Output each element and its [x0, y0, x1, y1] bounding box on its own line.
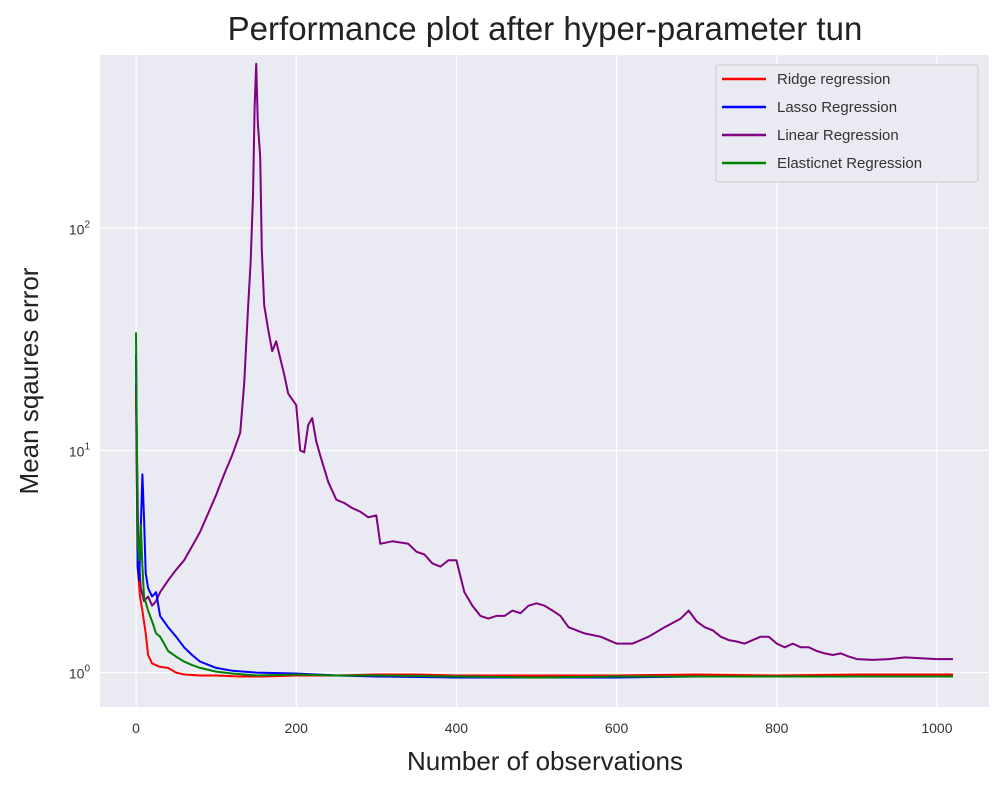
y-axis-label: Mean sqaures error	[14, 267, 44, 494]
x-tick-label: 800	[765, 720, 789, 736]
grid-lines	[100, 55, 989, 707]
legend: Ridge regression Lasso Regression Linear R…	[715, 64, 979, 183]
series-line-linear-regression	[135, 62, 953, 661]
y-tick-label: 102	[69, 219, 91, 237]
x-tick-label: 400	[445, 720, 469, 736]
y-tick-label: 101	[69, 441, 91, 459]
x-tick-label: 200	[285, 720, 309, 736]
series-line-ridge-regression	[135, 393, 953, 678]
x-tick-label: 600	[605, 720, 629, 736]
series-lines	[135, 62, 953, 679]
x-tick-label: 1000	[921, 720, 952, 736]
series-line-elasticnet-regression	[135, 332, 953, 679]
legend-label: Ridge regression	[777, 71, 890, 88]
x-axis-label: Number of observations	[407, 746, 683, 776]
legend-label: Elasticnet Regression	[777, 155, 922, 172]
chart-title: Performance plot after hyper-parameter t…	[228, 10, 863, 47]
legend-box	[715, 64, 979, 183]
legend-label: Lasso Regression	[777, 99, 897, 116]
x-axis-ticks: 0 200 400 600 800 1000	[132, 720, 953, 736]
y-tick-label: 100	[69, 664, 91, 682]
y-axis-ticks: 100 101 102	[69, 219, 91, 681]
legend-label: Linear Regression	[777, 127, 899, 144]
x-tick-label: 0	[132, 720, 140, 736]
